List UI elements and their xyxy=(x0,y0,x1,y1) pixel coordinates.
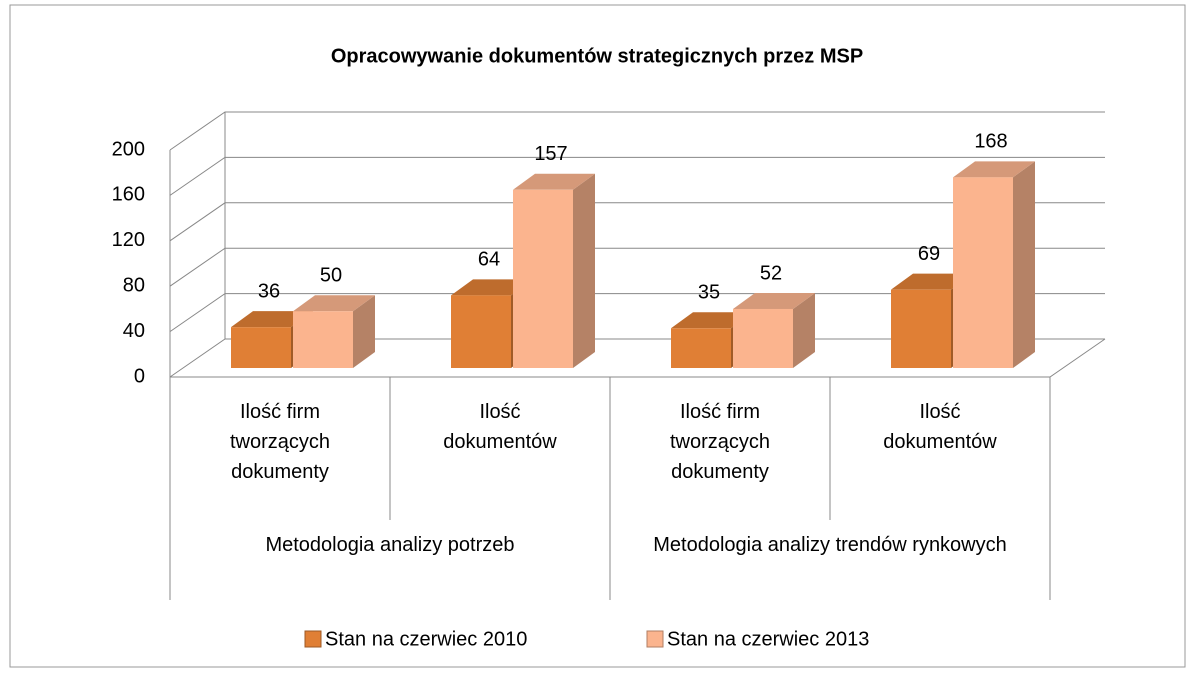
y-tick-label: 80 xyxy=(123,274,145,296)
x-tick-label: Ilość dokumentów xyxy=(883,401,997,453)
x-tick-label: Ilość firm tworzących dokumenty xyxy=(229,401,331,483)
group-label: Metodologia analizy trendów rynkowych xyxy=(653,534,1007,556)
y-tick-label: 40 xyxy=(123,320,145,342)
bar-top xyxy=(733,292,815,309)
legend-label: Stan na czerwiec 2013 xyxy=(667,628,869,650)
legend-marker xyxy=(304,630,322,648)
data-label: 50 xyxy=(320,265,342,287)
bar xyxy=(671,328,731,368)
bar-top xyxy=(231,311,313,328)
bar xyxy=(293,311,353,368)
grid-line xyxy=(169,247,1105,287)
bar xyxy=(733,308,793,368)
legend-marker xyxy=(646,630,664,648)
bar xyxy=(891,289,951,368)
bar xyxy=(231,327,291,368)
y-tick-label: 200 xyxy=(112,138,145,160)
data-label: 157 xyxy=(534,143,567,165)
grid-line xyxy=(169,202,1105,242)
data-label: 69 xyxy=(918,243,940,265)
y-tick-label: 0 xyxy=(134,365,145,387)
group-label: Metodologia analizy potrzeb xyxy=(265,534,515,556)
bar-side xyxy=(573,173,595,368)
y-tick-label: 160 xyxy=(112,184,145,206)
chart-title: Opracowywanie dokumentów strategicznych … xyxy=(331,45,863,67)
bar-top xyxy=(891,273,973,290)
bar-top xyxy=(451,279,533,296)
bar xyxy=(953,177,1013,368)
bar-top xyxy=(953,161,1035,178)
legend-label: Stan na czerwiec 2010 xyxy=(325,628,527,650)
grid-line xyxy=(169,156,1105,196)
data-label: 168 xyxy=(974,131,1007,153)
x-tick-label: Ilość dokumentów xyxy=(443,401,557,453)
bar-side xyxy=(793,292,815,368)
bar xyxy=(451,295,511,368)
bar-top xyxy=(671,312,753,329)
bar-top xyxy=(513,173,595,190)
data-label: 35 xyxy=(698,282,720,304)
grid-line xyxy=(169,111,1105,151)
bar xyxy=(513,189,573,368)
data-label: 64 xyxy=(478,249,500,271)
bar-side xyxy=(353,295,375,368)
bar-top xyxy=(293,295,375,312)
x-tick-label: Ilość firm tworzących dokumenty xyxy=(669,401,771,483)
y-tick-label: 120 xyxy=(112,229,145,251)
data-label: 52 xyxy=(760,262,782,284)
data-label: 36 xyxy=(258,280,280,302)
bar-side xyxy=(1013,161,1035,368)
